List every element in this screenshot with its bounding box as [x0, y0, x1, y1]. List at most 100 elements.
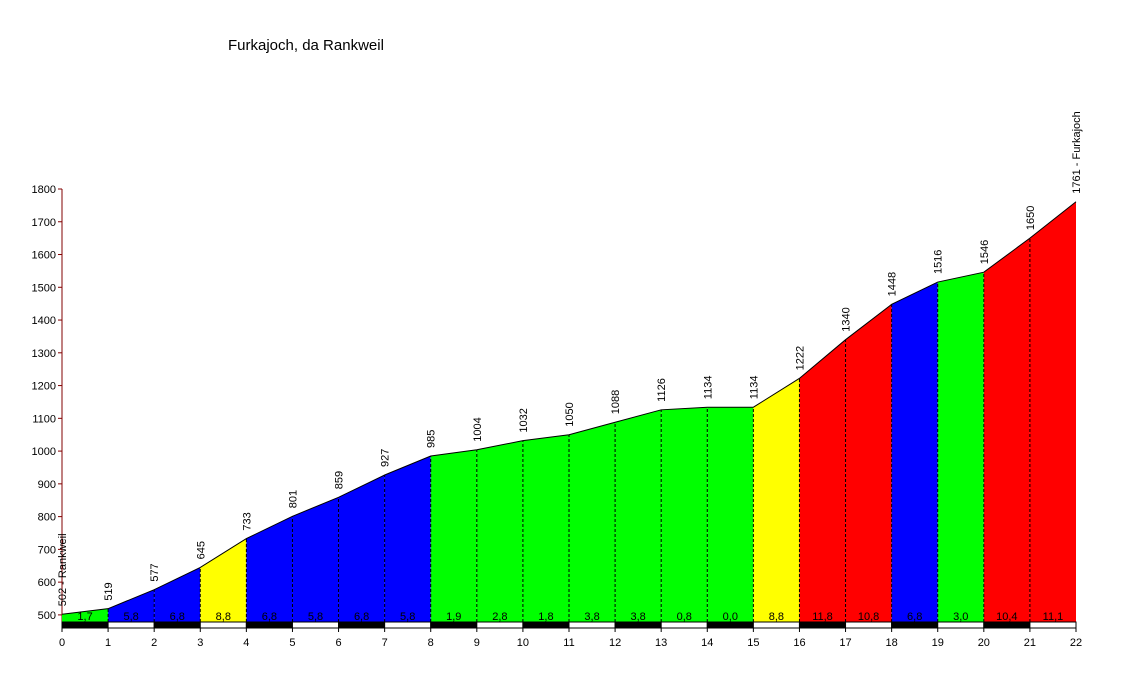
elevation-label: 1448	[887, 272, 899, 296]
elevation-label: 733	[241, 512, 253, 530]
gradient-segment	[62, 608, 109, 622]
x-tick-label: 8	[428, 637, 434, 649]
elevation-label: 1546	[979, 240, 991, 264]
elevation-label: 645	[195, 541, 207, 559]
elevation-label: 519	[103, 582, 115, 600]
gradient-label: 3,0	[953, 611, 968, 623]
gradient-segment	[753, 378, 800, 622]
x-tick-label: 5	[289, 637, 295, 649]
y-tick-label: 700	[38, 544, 56, 556]
gradient-label: 8,8	[216, 611, 231, 623]
gradient-segment	[246, 516, 293, 622]
profile-line	[61, 201, 1077, 615]
elevation-label: 1032	[518, 408, 530, 432]
gradient-label: 5,8	[123, 611, 138, 623]
x-tick-label: 13	[655, 637, 667, 649]
x-tick-label: 0	[59, 637, 65, 649]
elevation-label: 1126	[656, 378, 668, 402]
gradient-segment	[108, 589, 155, 622]
gradient-segment	[799, 339, 846, 622]
x-tick-label: 15	[747, 637, 759, 649]
gradient-segment	[661, 407, 708, 622]
x-tick-label: 14	[701, 637, 713, 649]
gradient-label: 0,8	[677, 611, 692, 623]
gradient-label: 6,8	[170, 611, 185, 623]
elevation-label: 985	[426, 430, 438, 448]
gradient-segment	[1029, 201, 1076, 623]
y-tick-label: 1300	[32, 348, 56, 360]
y-tick-label: 1700	[32, 217, 56, 229]
y-tick-label: 1800	[32, 184, 56, 196]
gradient-label: 10,8	[858, 611, 879, 623]
elevation-label: 859	[334, 471, 346, 489]
y-tick-label: 1600	[32, 250, 56, 262]
gradient-label: 5,8	[400, 611, 415, 623]
gradient-label: 8,8	[769, 611, 784, 623]
gradient-label: 1,8	[538, 611, 553, 623]
x-tick-label: 17	[839, 637, 851, 649]
y-tick-label: 1200	[32, 381, 56, 393]
gradient-segment	[522, 434, 569, 622]
x-tick-label: 3	[197, 637, 203, 649]
gradient-label: 11,8	[812, 611, 833, 623]
gradient-segment	[338, 475, 385, 622]
gradient-segment	[430, 449, 477, 622]
gradient-label: 3,8	[584, 611, 599, 623]
gradient-label: 10,4	[996, 611, 1017, 623]
gradient-label: 6,8	[262, 611, 277, 623]
x-tick-label: 22	[1070, 637, 1082, 649]
x-tick-label: 4	[243, 637, 249, 649]
elevation-label: 1761 - Furkajoch	[1071, 111, 1083, 194]
gradient-label: 6,8	[354, 611, 369, 623]
gradient-label: 0,0	[723, 611, 738, 623]
elevation-label: 1516	[933, 250, 945, 274]
gradient-segment	[937, 272, 984, 622]
gradient-segment	[983, 238, 1030, 622]
x-tick-label: 12	[609, 637, 621, 649]
gradient-label: 1,7	[77, 611, 92, 623]
elevation-label: 577	[149, 563, 161, 581]
gradient-label: 2,8	[492, 611, 507, 623]
y-tick-label: 900	[38, 479, 56, 491]
x-tick-label: 16	[793, 637, 805, 649]
gradient-segment	[615, 409, 662, 622]
elevation-label: 1134	[748, 376, 760, 400]
elevation-label: 1650	[1025, 206, 1037, 230]
gradient-segment	[384, 456, 431, 622]
gradient-segment	[476, 440, 523, 622]
x-tick-label: 19	[932, 637, 944, 649]
x-tick-label: 1	[105, 637, 111, 649]
y-tick-label: 800	[38, 512, 56, 524]
elevation-label: 1088	[610, 390, 622, 414]
x-tick-label: 7	[382, 637, 388, 649]
km-strip	[1029, 621, 1077, 629]
x-tick-label: 20	[978, 637, 990, 649]
gradient-label: 3,8	[630, 611, 645, 623]
elevation-label: 1134	[702, 376, 714, 400]
gradient-segment	[569, 422, 616, 622]
x-tick-label: 18	[886, 637, 898, 649]
x-tick-label: 6	[335, 637, 341, 649]
x-tick-label: 2	[151, 637, 157, 649]
x-tick-label: 9	[474, 637, 480, 649]
gradient-segment	[154, 567, 201, 622]
y-tick-label: 1000	[32, 446, 56, 458]
gradient-segment	[200, 538, 247, 622]
elevation-label: 502 - Rankweil	[57, 533, 69, 606]
gradient-segment	[707, 407, 754, 622]
gradient-label: 11,1	[1043, 611, 1064, 623]
elevation-label: 1340	[841, 307, 853, 331]
elevation-label: 1050	[564, 402, 576, 426]
elevation-label: 801	[287, 490, 299, 508]
y-tick-label: 1100	[32, 413, 56, 425]
y-tick-label: 1400	[32, 315, 56, 327]
y-tick-label: 600	[38, 577, 56, 589]
y-tick-label: 1500	[32, 282, 56, 294]
gradient-label: 1,9	[446, 611, 461, 623]
gradient-label: 5,8	[308, 611, 323, 623]
elevation-label: 1004	[472, 417, 484, 441]
x-tick-label: 10	[517, 637, 529, 649]
elevation-label: 927	[380, 449, 392, 467]
chart-title: Furkajoch, da Rankweil	[228, 37, 384, 54]
